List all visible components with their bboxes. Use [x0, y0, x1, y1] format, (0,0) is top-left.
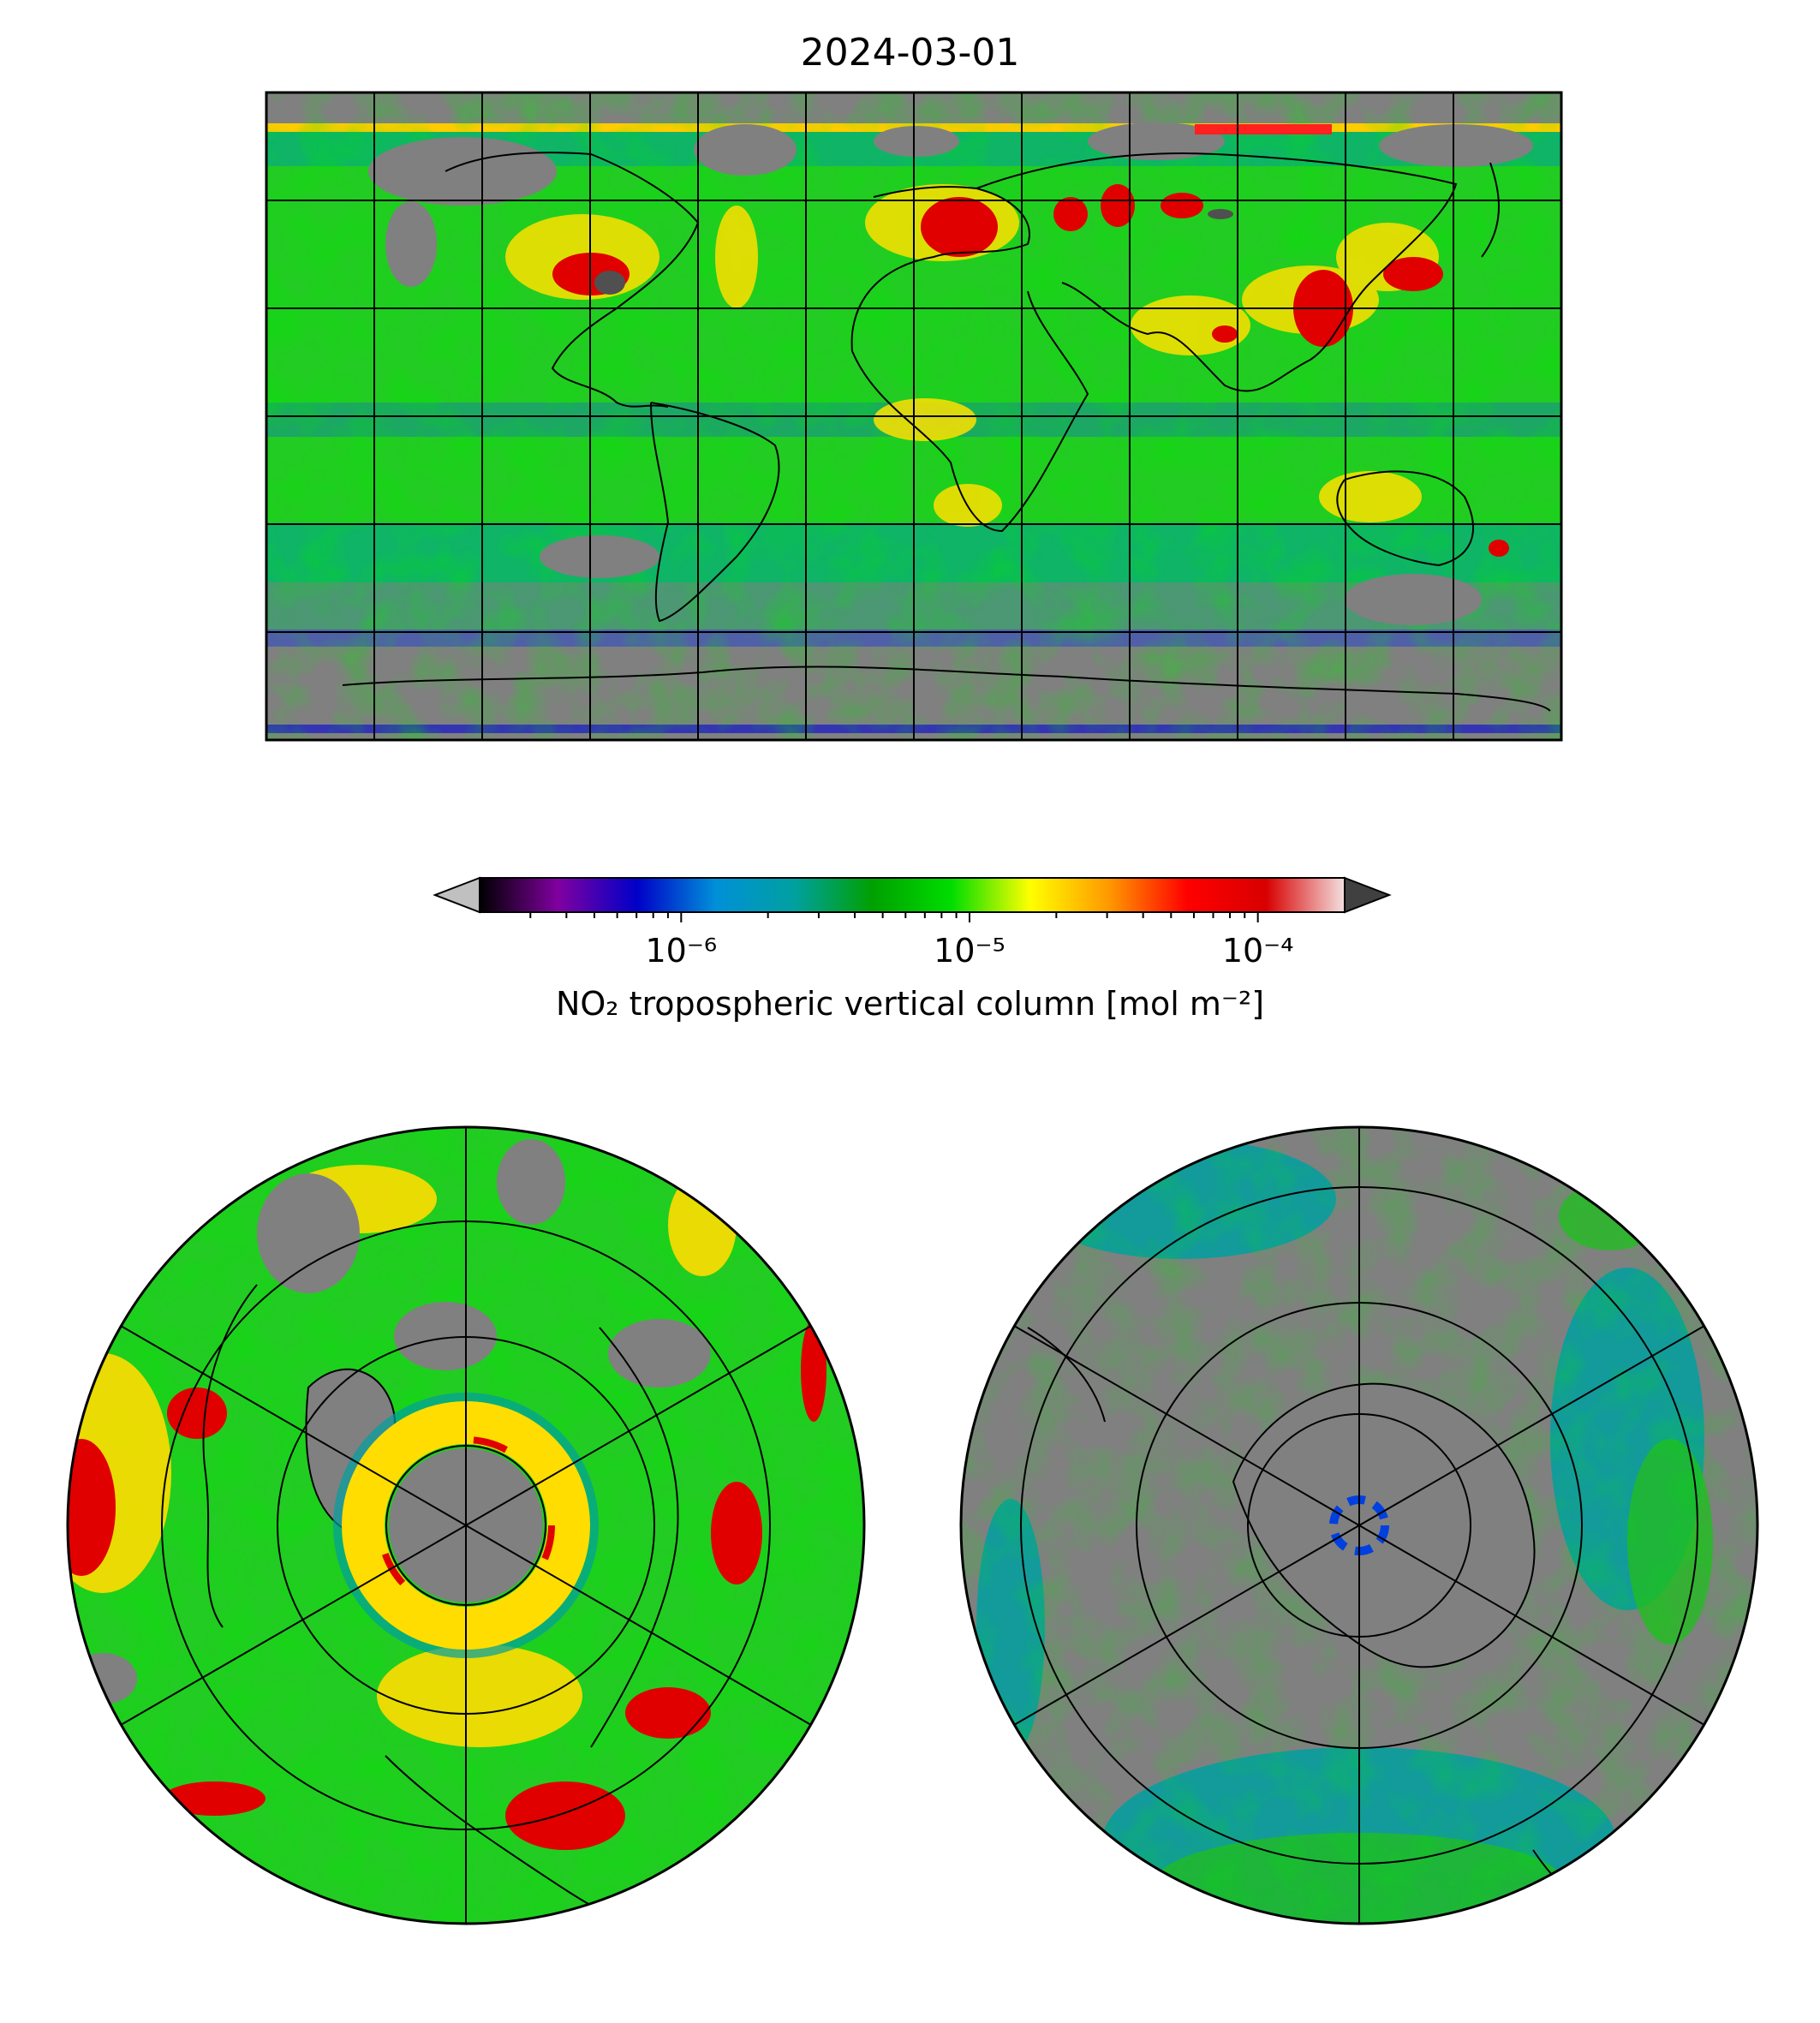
- colorbar-over-extension: [1344, 876, 1392, 914]
- north-polar-map: [66, 1125, 866, 1925]
- south-polar-map: [959, 1125, 1759, 1925]
- colorbar-under-extension: [433, 876, 480, 914]
- colorbar-tick-label: 10⁻⁴: [1222, 932, 1294, 970]
- colorbar: 10⁻⁶ 10⁻⁵ 10⁻⁴: [433, 876, 1392, 970]
- colorbar-tick-label: 10⁻⁵: [934, 932, 1005, 970]
- colorbar-minor-ticks: [529, 912, 1246, 918]
- colorbar-label: NO₂ tropospheric vertical column [mol m⁻…: [555, 985, 1265, 1023]
- figure-title: 2024-03-01: [800, 31, 1020, 75]
- global-map: [265, 91, 1563, 742]
- colorbar-tick-label: 10⁻⁶: [645, 932, 717, 970]
- colorbar-ticks: 10⁻⁶ 10⁻⁵ 10⁻⁴: [645, 912, 1293, 970]
- colorbar-gradient: [479, 877, 1346, 913]
